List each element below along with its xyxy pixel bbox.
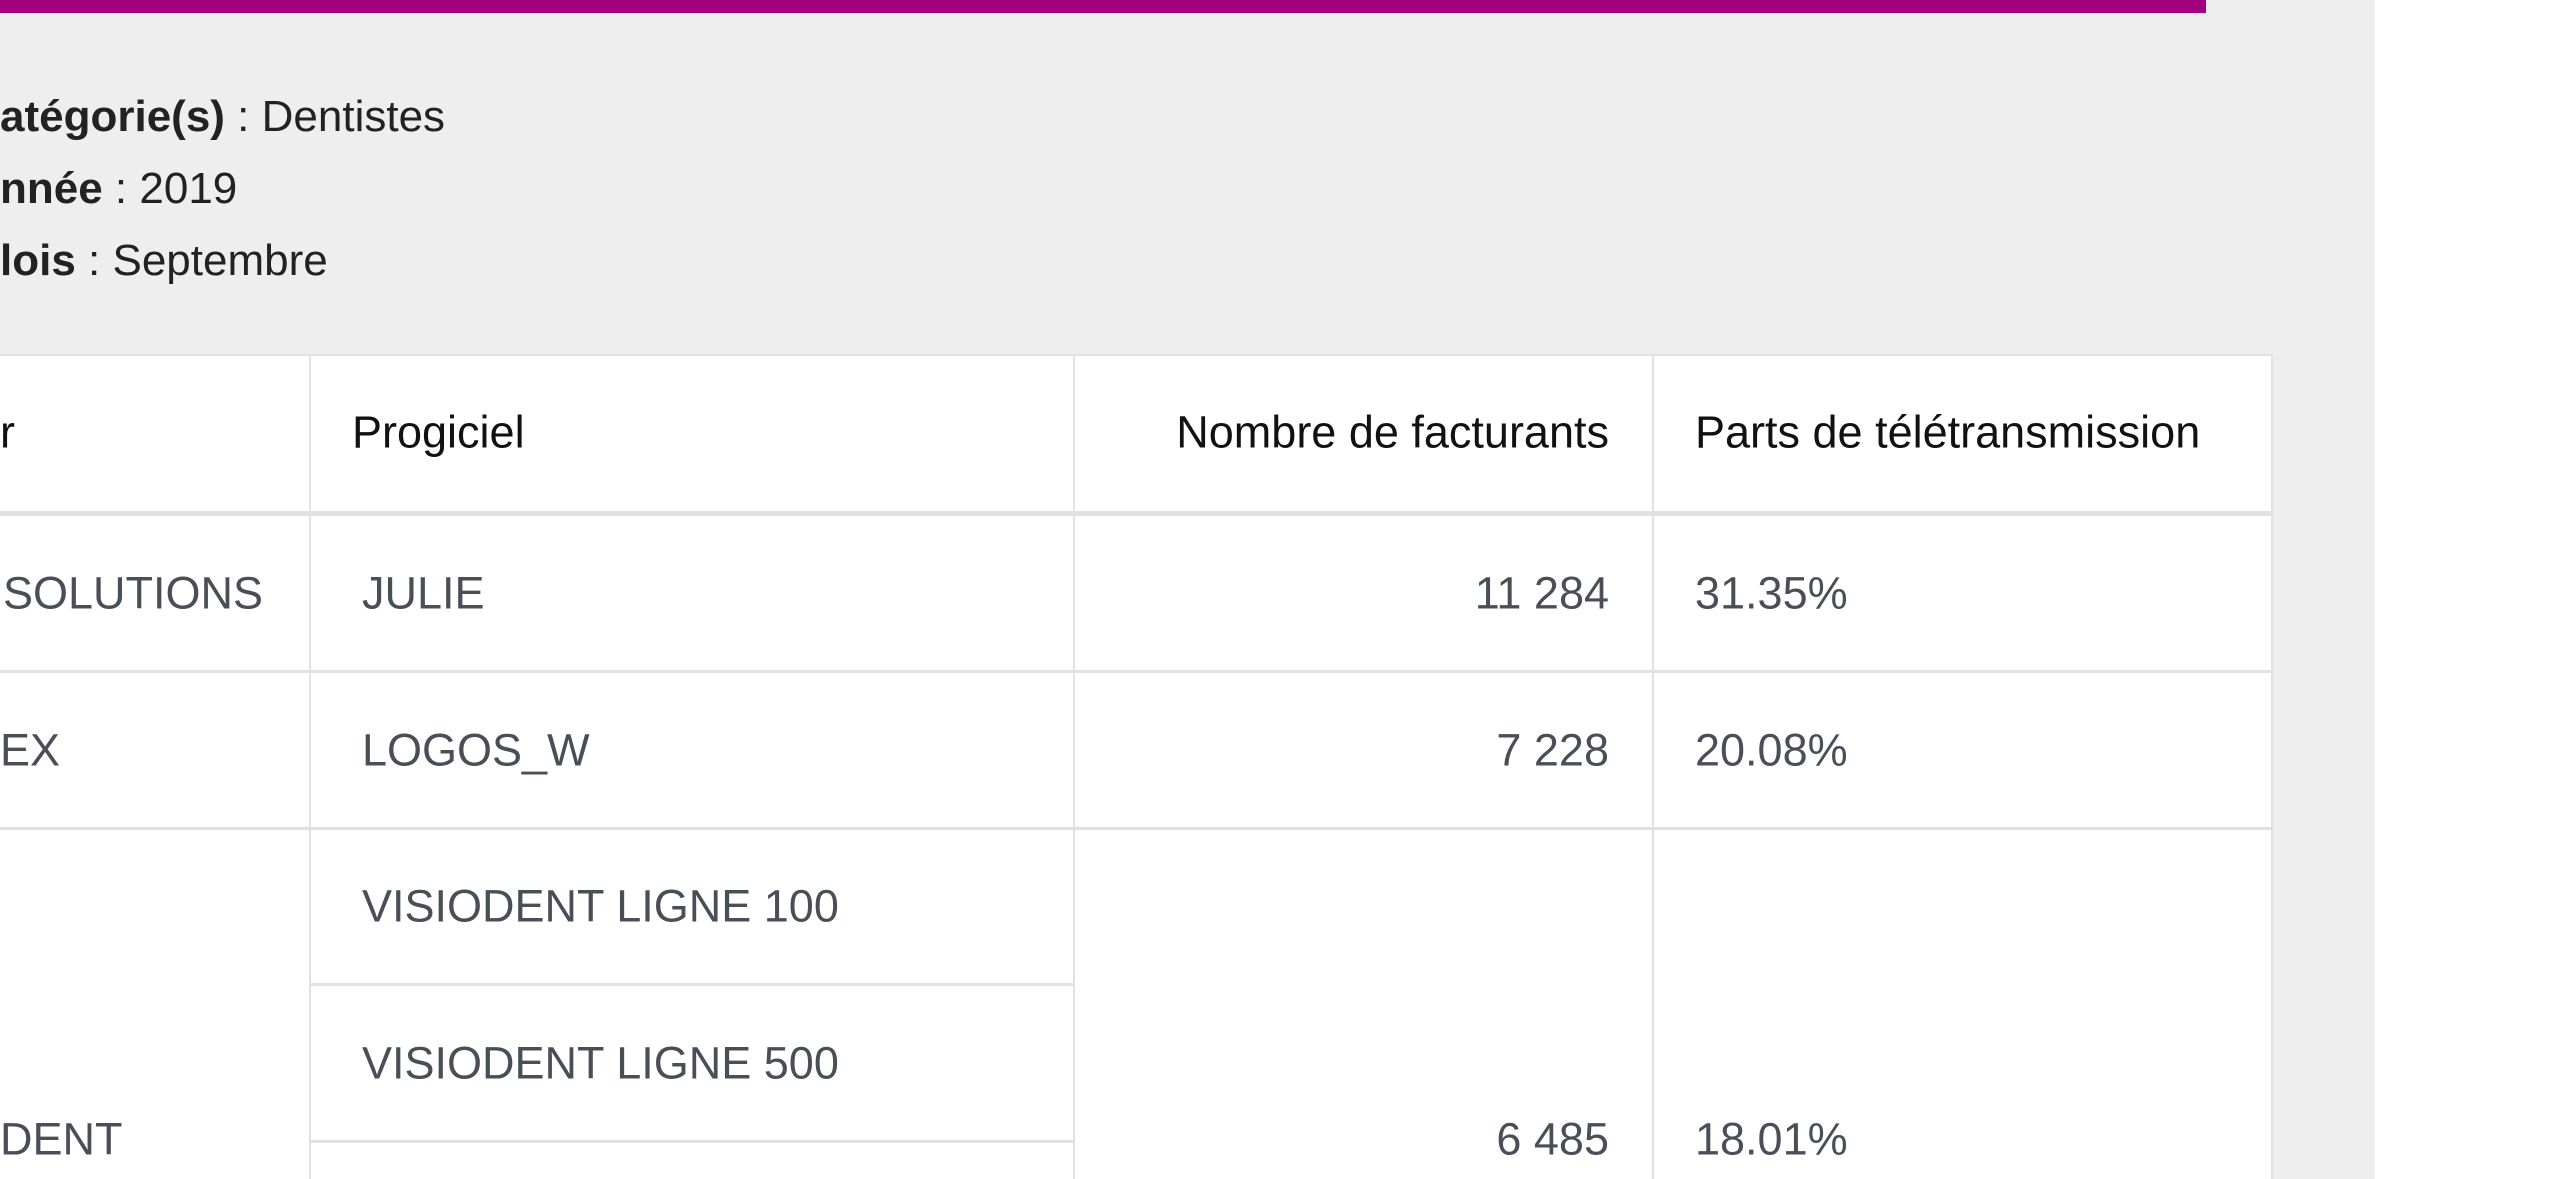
table <box>0 354 2272 1179</box>
filter-value: Dentistes <box>261 92 446 141</box>
col-border <box>2271 354 2273 1179</box>
cell-facturants: 7 228 <box>1496 724 1609 776</box>
filter-value: Septembre <box>112 236 328 285</box>
filter-label: atégorie(s) <box>0 92 225 141</box>
separator: : <box>75 236 113 285</box>
filter-label: lois <box>0 236 76 285</box>
row-border <box>0 827 2272 830</box>
col-border <box>1073 354 1075 1179</box>
cell-editeur: DENT <box>0 1113 123 1165</box>
cell-part: 20.08% <box>1695 724 1848 776</box>
header-bar <box>0 0 2206 13</box>
cell-part: 31.35% <box>1695 567 1848 619</box>
separator: : <box>102 164 140 213</box>
filter-label: nnée <box>0 164 103 213</box>
filter: nnée : 2019 <box>0 167 237 211</box>
cell-part: 18.01% <box>1695 1113 1848 1165</box>
separator: : <box>224 92 262 141</box>
filter-value: 2019 <box>139 164 238 213</box>
col-border <box>1652 354 1654 1179</box>
filter: lois : Septembre <box>0 239 328 283</box>
cell-facturants: 11 284 <box>1474 567 1609 619</box>
filter: atégorie(s) : Dentistes <box>0 95 445 139</box>
row-border <box>310 983 1074 986</box>
cell-progiciel: VISIODENT LIGNE 500 <box>362 1037 839 1089</box>
header-border <box>0 511 2272 516</box>
column-header: r <box>0 406 15 458</box>
cell-editeur: SOLUTIONS <box>3 567 264 619</box>
row-border <box>0 354 2272 356</box>
column-header: Parts de télétransmission <box>1695 406 2201 458</box>
col-border <box>309 354 311 1179</box>
cell-editeur: EX <box>0 724 61 776</box>
column-header: Progiciel <box>352 406 525 458</box>
cell-facturants: 6 485 <box>1496 1113 1609 1165</box>
cell-progiciel: JULIE <box>362 567 485 619</box>
column-header: Nombre de facturants <box>1176 406 1609 458</box>
row-border <box>310 1140 1074 1143</box>
row-border <box>0 670 2272 673</box>
cell-progiciel: VISIODENT LIGNE 100 <box>362 880 839 932</box>
cell-progiciel: LOGOS_W <box>362 724 590 776</box>
